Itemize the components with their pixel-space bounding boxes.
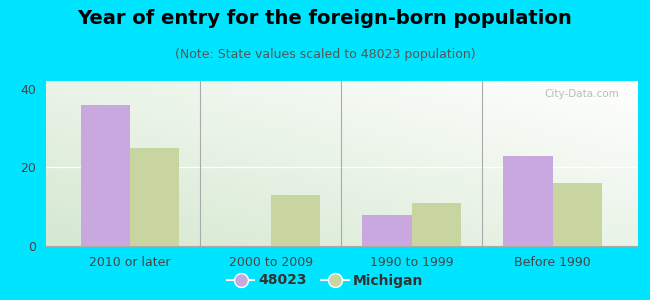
Bar — [271, 195, 320, 246]
Bar — [362, 214, 411, 246]
Text: (Note: State values scaled to 48023 population): (Note: State values scaled to 48023 popu… — [175, 48, 475, 61]
Legend: 48023, Michigan: 48023, Michigan — [221, 268, 429, 293]
Text: City-Data.com: City-Data.com — [545, 89, 619, 99]
Bar — [130, 148, 179, 246]
Bar — [503, 156, 552, 246]
Bar — [552, 183, 602, 246]
Bar — [411, 203, 461, 246]
Text: Year of entry for the foreign-born population: Year of entry for the foreign-born popul… — [77, 9, 573, 28]
Bar — [81, 105, 130, 246]
